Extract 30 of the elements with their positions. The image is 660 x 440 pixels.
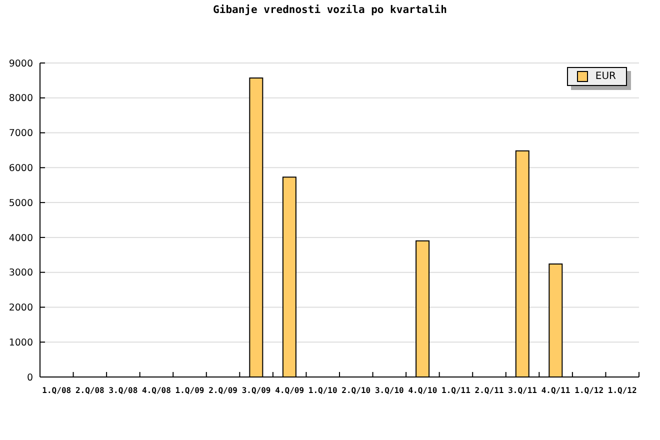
chart-title: Gibanje vrednosti vozila po kvartalih	[212, 4, 448, 16]
y-tick-label: 1000	[8, 337, 33, 348]
y-tick-label: 8000	[8, 93, 33, 104]
x-tick-label: 1.Q/12	[608, 386, 637, 395]
x-tick-label: 3.Q/10	[374, 386, 404, 395]
y-tick-label: 6000	[8, 162, 33, 174]
x-tick-label: 1.Q/11	[442, 386, 471, 395]
legend-label: EUR	[595, 71, 616, 82]
x-tick-label: 1.Q/10	[308, 386, 338, 395]
x-tick-label: 1.Q/08	[42, 386, 72, 395]
y-tick-label: 3000	[8, 268, 33, 279]
x-tick-label: 4.Q/09	[275, 386, 304, 395]
x-tick-label: 1.Q/09	[175, 386, 204, 395]
x-tick-label: 2.Q/09	[208, 386, 238, 395]
x-tick-label: 2.Q/11	[474, 386, 504, 395]
x-tick-label: 3.Q/11	[508, 386, 538, 395]
x-tick-label: 2.Q/08	[75, 386, 105, 395]
x-tick-label: 4.Q/10	[408, 386, 438, 395]
x-tick-label: 2.Q/10	[342, 386, 371, 395]
x-tick-label: 3.Q/08	[108, 386, 138, 395]
y-tick-label: 4000	[8, 232, 33, 244]
y-tick-label: 7000	[8, 128, 33, 140]
y-tick-label: 5000	[8, 198, 33, 209]
x-tick-label: 4.Q/08	[142, 386, 172, 395]
y-tick-label: 9000	[8, 58, 33, 70]
y-tick-label: 2000	[8, 302, 33, 314]
x-tick-label: 4.Q/11	[541, 386, 570, 395]
x-tick-label: 3.Q/09	[242, 386, 271, 395]
x-tick-label: 1.Q/12	[574, 386, 604, 395]
y-tick-label: 0	[26, 372, 33, 384]
